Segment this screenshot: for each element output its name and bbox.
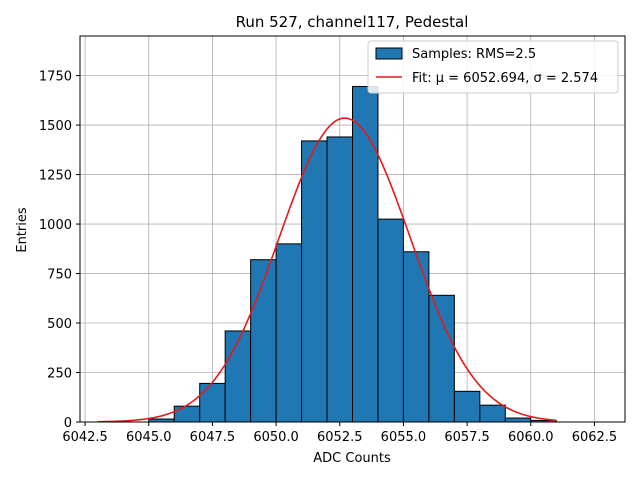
x-tick-label: 6047.5: [190, 430, 236, 445]
histogram-bar: [224, 330, 252, 423]
legend-box: [367, 40, 619, 94]
x-tick-label: 6045.0: [126, 430, 172, 445]
legend: Samples: RMS=2.5 Fit: μ = 6052.694, σ = …: [367, 40, 619, 94]
y-tick-label: 1750: [39, 70, 72, 85]
y-axis-label: Entries: [15, 207, 30, 253]
x-axis-label: ADC Counts: [313, 451, 391, 466]
legend-label-histogram: Samples: RMS=2.5: [412, 47, 536, 62]
histogram-bar: [453, 390, 481, 423]
y-tick-label: 1000: [39, 218, 72, 233]
y-tick-label: 750: [47, 268, 72, 283]
plot-frame: [79, 35, 626, 423]
y-tick-label: 1500: [39, 119, 72, 134]
histogram-bar: [352, 85, 379, 423]
x-tick-label: 6062.5: [572, 430, 618, 445]
histogram-bar: [377, 218, 404, 423]
histogram-bar: [326, 136, 354, 423]
y-tick-label: 0: [64, 416, 72, 431]
histogram-bar: [275, 243, 303, 423]
histogram-bar: [479, 404, 506, 423]
legend-swatch-histogram: [375, 47, 403, 60]
y-tick-label: 500: [47, 317, 72, 332]
legend-label-fit: Fit: μ = 6052.694, σ = 2.574: [412, 71, 598, 86]
gaussian-fit-line: [97, 117, 557, 423]
x-tick-label: 6052.5: [317, 430, 363, 445]
histogram-bar: [250, 259, 277, 423]
x-tick-label: 6055.0: [381, 430, 427, 445]
histogram-bar: [504, 417, 532, 423]
y-axis-ticks: 0 250 500 750 1000 1250 1500 1750: [39, 70, 80, 431]
x-tick-label: 6057.5: [444, 430, 490, 445]
histogram-bar: [199, 382, 226, 423]
histogram-bar: [428, 294, 455, 423]
histogram-bar: [173, 405, 201, 423]
x-axis-ticks: 6042.5 6045.0 6047.5 6050.0 6052.5 6055.0 6057…: [62, 422, 617, 445]
x-tick-label: 6060.0: [508, 430, 554, 445]
y-tick-label: 1250: [39, 169, 72, 184]
histogram-bars: [148, 85, 557, 423]
chart-title: Run 527, channel117, Pedestal: [236, 13, 469, 31]
histogram-bar: [301, 140, 328, 423]
x-tick-label: 6042.5: [62, 430, 108, 445]
y-tick-label: 250: [47, 367, 72, 382]
x-tick-label: 6050.0: [253, 430, 299, 445]
